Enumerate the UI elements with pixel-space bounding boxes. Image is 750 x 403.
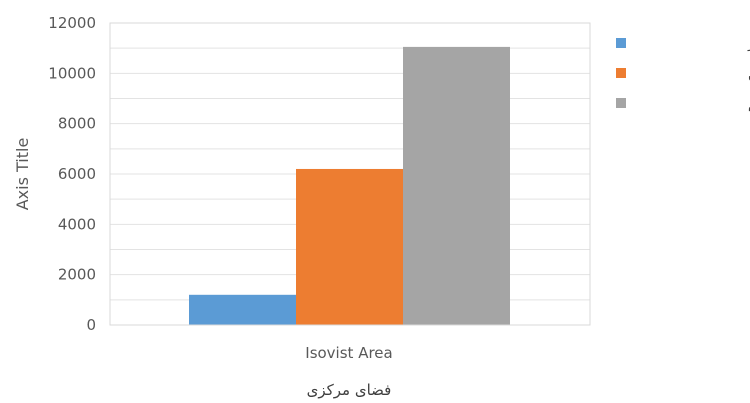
- y-tick-label: 12000: [48, 14, 96, 32]
- y-tick-label: 6000: [58, 165, 96, 183]
- bars: [189, 46, 510, 326]
- legend-label: مجتمع امام حسن: [748, 67, 750, 82]
- bar-1: [189, 294, 296, 325]
- legend-label: مجتمع فجر: [747, 37, 750, 52]
- legend: مجتمع فجر مجتمع امام حسن مجتمع نون و القلم: [616, 37, 750, 112]
- y-tick-label: 4000: [58, 215, 96, 233]
- category-label: Isovist Area: [305, 344, 392, 362]
- y-tick-label: 0: [86, 316, 96, 334]
- y-tick-label: 8000: [58, 115, 96, 133]
- legend-swatch: [616, 38, 626, 48]
- bar-3: [403, 46, 510, 326]
- x-axis-title: فضای مرکزی: [307, 381, 392, 399]
- legend-swatch: [616, 98, 626, 108]
- y-axis-title: Axis Title: [13, 138, 32, 211]
- y-tick-label: 10000: [48, 64, 96, 82]
- legend-label: مجتمع نون و القلم: [748, 97, 750, 112]
- y-tick-label: 2000: [58, 266, 96, 284]
- legend-swatch: [616, 68, 626, 78]
- bar-2: [296, 168, 403, 325]
- y-tick-labels: 0 2000 4000 6000 8000 10000 12000: [48, 14, 96, 334]
